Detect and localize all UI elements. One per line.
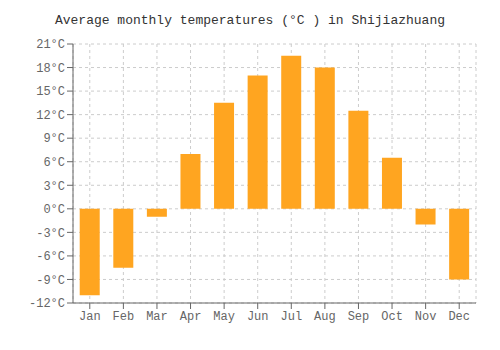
svg-text:Jan: Jan <box>79 310 101 324</box>
svg-text:May: May <box>213 310 235 324</box>
svg-text:Jun: Jun <box>247 310 269 324</box>
svg-text:21°C: 21°C <box>36 38 65 52</box>
svg-text:12°C: 12°C <box>36 109 65 123</box>
svg-text:0°C: 0°C <box>43 203 65 217</box>
svg-text:18°C: 18°C <box>36 62 65 76</box>
svg-text:-6°C: -6°C <box>36 250 65 264</box>
svg-text:Apr: Apr <box>180 310 202 324</box>
svg-text:-9°C: -9°C <box>36 274 65 288</box>
svg-text:Nov: Nov <box>415 310 437 324</box>
svg-text:Sep: Sep <box>348 310 370 324</box>
svg-text:-3°C: -3°C <box>36 227 65 241</box>
svg-text:15°C: 15°C <box>36 85 65 99</box>
svg-text:Dec: Dec <box>448 310 470 324</box>
svg-text:-12°C: -12°C <box>29 297 65 311</box>
svg-text:Mar: Mar <box>146 310 168 324</box>
svg-text:Aug: Aug <box>314 310 336 324</box>
svg-text:Feb: Feb <box>113 310 135 324</box>
svg-text:9°C: 9°C <box>43 132 65 146</box>
svg-text:6°C: 6°C <box>43 156 65 170</box>
svg-text:Jul: Jul <box>280 310 302 324</box>
svg-text:Oct: Oct <box>381 310 403 324</box>
html-text:Average monthly temperatures (: Average monthly temperatures (°C ) in Sh… <box>55 13 445 28</box>
svg-text:3°C: 3°C <box>43 180 65 194</box>
